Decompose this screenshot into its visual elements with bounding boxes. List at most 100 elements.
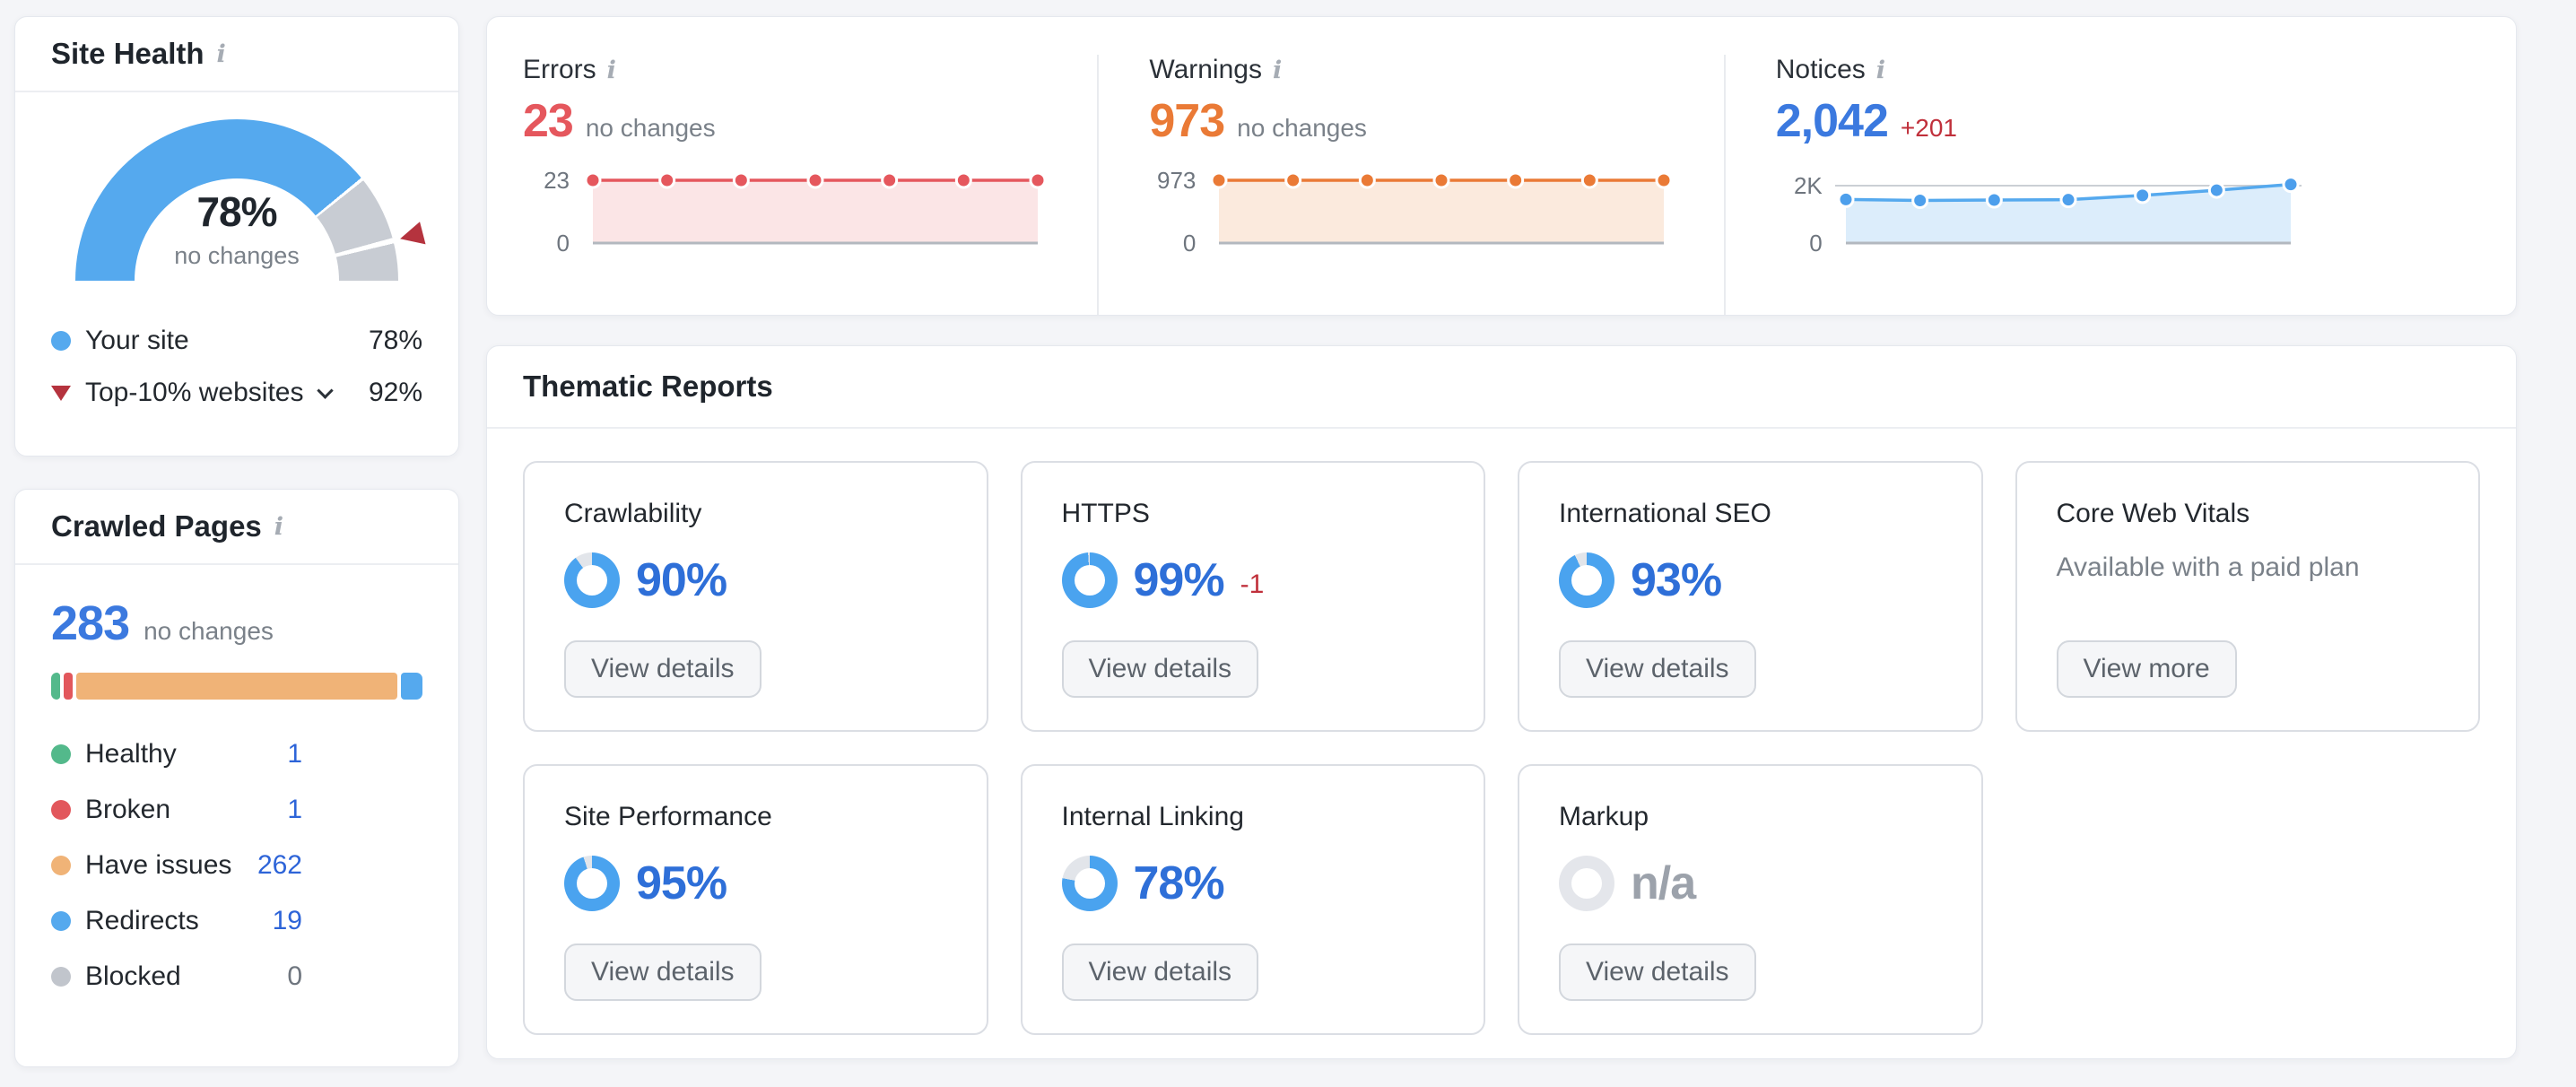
score-value: 93% — [1631, 554, 1722, 606]
blocked-dot-icon — [51, 967, 71, 987]
errors-count: 23 — [523, 95, 574, 147]
spark-chart — [1834, 176, 2302, 245]
score-value: 78% — [1133, 857, 1225, 909]
score-value: n/a — [1631, 857, 1696, 909]
info-icon[interactable]: i — [1272, 56, 1283, 84]
warnings-count: 973 — [1149, 95, 1225, 147]
site-health-title: Site Health — [51, 37, 205, 70]
site-health-gauge: 78% no changes — [39, 119, 434, 284]
score-ring-icon — [1559, 552, 1614, 608]
thematic-reports-card: Thematic Reports Crawlability 90% View d… — [486, 345, 2517, 1059]
crawled-pages-title: Crawled Pages — [51, 509, 262, 543]
score-ring-icon — [1559, 856, 1614, 911]
view-details-button[interactable]: View details — [1061, 640, 1259, 698]
warnings-sparkline: 973 0 — [1149, 166, 1723, 257]
gauge-note: no changes — [174, 242, 300, 269]
info-icon[interactable]: i — [1875, 56, 1886, 84]
thematic-reports-title: Thematic Reports — [523, 370, 773, 403]
report-tile-core-web-vitals: Core Web Vitals Available with a paid pl… — [2015, 461, 2480, 732]
score-ring-icon — [564, 552, 620, 608]
site-health-card: Site Health i 78% no changes Your site 7… — [14, 16, 459, 457]
notices-sparkline: 2K 0 — [1776, 166, 2476, 257]
errors-label: Errors — [523, 55, 596, 84]
view-more-button[interactable]: View more — [2056, 640, 2237, 698]
legend-row-healthy: Healthy 1 — [51, 726, 302, 782]
score-value: 99% — [1133, 554, 1225, 606]
score-ring-icon — [1061, 552, 1118, 608]
score-value: 95% — [636, 857, 727, 909]
tile-title: Site Performance — [564, 802, 772, 831]
bar-segment — [64, 673, 74, 700]
benchmark-triangle-icon — [51, 385, 71, 401]
legend-label: Blocked — [85, 961, 181, 991]
score-delta: -1 — [1240, 570, 1265, 599]
tile-title: HTTPS — [1061, 499, 1150, 528]
healthy-count-link[interactable]: 1 — [287, 739, 302, 769]
view-details-button[interactable]: View details — [1061, 944, 1259, 1001]
legend-label: Have issues — [85, 850, 232, 880]
legend-label: Broken — [85, 795, 171, 824]
tile-title: Crawlability — [564, 499, 702, 528]
chevron-down-icon[interactable] — [317, 381, 335, 399]
bar-segment — [400, 673, 422, 700]
report-tile-markup: Markup n/a View details — [1518, 764, 1983, 1035]
spark-chart — [1210, 171, 1673, 245]
view-details-button[interactable]: View details — [564, 944, 761, 1001]
spark-chart — [584, 171, 1047, 245]
legend-row-your-site: Your site 78% — [51, 315, 422, 367]
tile-title: Internal Linking — [1061, 802, 1244, 831]
healthy-dot-icon — [51, 744, 71, 764]
score-ring-icon — [1061, 856, 1118, 911]
site-health-legend: Your site 78% Top-10% websites 92% — [51, 315, 422, 419]
crawled-pages-body: 283 no changes Healthy 1 Broken 1 Have i… — [15, 565, 458, 1035]
redirects-dot-icon — [51, 911, 71, 931]
info-icon[interactable]: i — [274, 512, 284, 541]
view-details-button[interactable]: View details — [1559, 640, 1756, 698]
crawled-note: no changes — [144, 617, 274, 645]
legend-label: Top-10% websites — [85, 378, 304, 407]
spark-axis: 23 0 — [544, 167, 570, 257]
score-value: 90% — [636, 554, 727, 606]
bar-segment — [76, 673, 397, 700]
legend-value: 78% — [368, 326, 422, 355]
notices-change: +201 — [1900, 114, 1957, 142]
crawled-total: 283 — [51, 596, 130, 650]
legend-row-benchmark[interactable]: Top-10% websites 92% — [51, 367, 422, 419]
report-tile-https: HTTPS 99% -1 View details — [1020, 461, 1485, 732]
crawled-legend: Healthy 1 Broken 1 Have issues 262 Redir… — [51, 726, 302, 1004]
report-tile-internal-linking: Internal Linking 78% View details — [1020, 764, 1485, 1035]
legend-value: 92% — [368, 378, 422, 407]
have-issues-count-link[interactable]: 262 — [257, 850, 302, 880]
report-tile-crawlability: Crawlability 90% View details — [523, 461, 988, 732]
info-icon[interactable]: i — [216, 39, 226, 68]
view-details-button[interactable]: View details — [564, 640, 761, 698]
bar-segment — [51, 673, 61, 700]
legend-row-redirects: Redirects 19 — [51, 893, 302, 949]
paid-plan-note: Available with a paid plan — [2056, 552, 2360, 582]
tile-title: Markup — [1559, 802, 1649, 831]
spark-axis: 973 0 — [1156, 167, 1197, 257]
tile-title: International SEO — [1559, 499, 1771, 528]
view-details-button[interactable]: View details — [1559, 944, 1756, 1001]
crawled-total-row: 283 no changes — [51, 596, 422, 651]
crawled-pages-card: Crawled Pages i 283 no changes Healthy 1… — [14, 489, 459, 1067]
legend-label: Your site — [85, 326, 189, 355]
redirects-count-link[interactable]: 19 — [272, 906, 302, 935]
legend-row-have-issues: Have issues 262 — [51, 838, 302, 893]
have-issues-dot-icon — [51, 856, 71, 875]
thematic-reports-header: Thematic Reports — [487, 346, 2516, 429]
legend-label: Redirects — [85, 906, 199, 935]
broken-count-link[interactable]: 1 — [287, 795, 302, 824]
info-icon[interactable]: i — [606, 56, 616, 84]
spark-axis: 2K 0 — [1793, 172, 1823, 257]
notices-label: Notices — [1775, 55, 1866, 84]
report-tile-international-seo: International SEO 93% View details — [1518, 461, 1983, 732]
thematic-reports-grid: Crawlability 90% View details HTTPS 99% … — [487, 429, 2516, 1067]
crawled-pages-header: Crawled Pages i — [15, 490, 458, 565]
gauge-score: 78% — [196, 188, 277, 235]
blocked-count: 0 — [287, 961, 302, 991]
legend-row-broken: Broken 1 — [51, 782, 302, 838]
errors-sparkline: 23 0 — [523, 166, 1097, 257]
notices-count: 2,042 — [1775, 95, 1889, 147]
